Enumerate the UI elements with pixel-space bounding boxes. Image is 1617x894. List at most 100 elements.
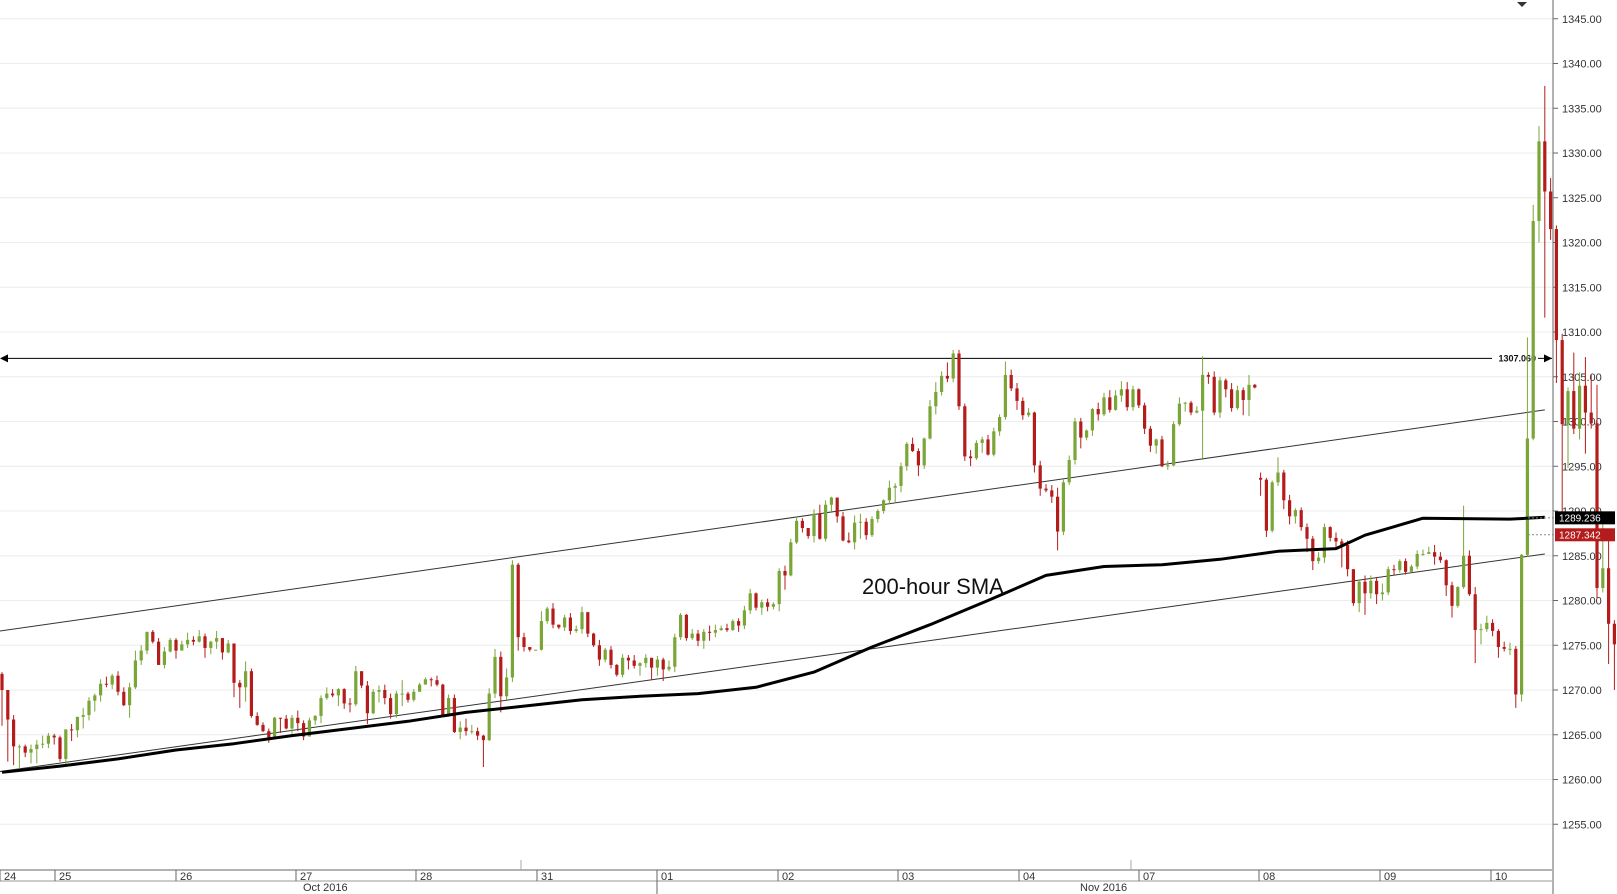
candle-up bbox=[824, 500, 828, 542]
candle-down bbox=[6, 690, 10, 762]
candle-body bbox=[916, 451, 920, 466]
candle-down bbox=[1560, 333, 1564, 515]
candle-down bbox=[331, 689, 335, 698]
candle-up bbox=[1067, 455, 1071, 486]
candle-body bbox=[406, 693, 410, 700]
candle-body bbox=[708, 631, 712, 633]
candle-up bbox=[1427, 546, 1431, 554]
candle-up bbox=[858, 513, 862, 539]
candle-up bbox=[273, 716, 277, 740]
candle-up bbox=[1357, 579, 1361, 613]
candle-up bbox=[180, 640, 184, 651]
candle-body bbox=[1096, 408, 1100, 415]
candle-body bbox=[412, 691, 416, 700]
candle-up bbox=[394, 690, 398, 718]
candle-up bbox=[1061, 479, 1065, 536]
candle-body bbox=[1508, 648, 1512, 650]
candle-body bbox=[841, 516, 845, 541]
candle-body bbox=[1612, 623, 1616, 645]
candle-body bbox=[1230, 389, 1234, 409]
x-tick-label: 08 bbox=[1263, 871, 1275, 883]
candle-down bbox=[626, 655, 630, 670]
candle-body bbox=[493, 656, 497, 694]
candle-body bbox=[418, 684, 422, 692]
candle-body bbox=[1467, 555, 1471, 595]
candle-down bbox=[499, 651, 503, 713]
candle-down bbox=[1554, 225, 1558, 384]
candle-down bbox=[835, 497, 839, 523]
candle-up bbox=[1119, 381, 1123, 402]
candle-up bbox=[128, 682, 132, 718]
candle-up bbox=[998, 414, 1002, 436]
candle-down bbox=[1148, 425, 1152, 452]
candle-down bbox=[1473, 587, 1477, 664]
candle-body bbox=[1253, 384, 1257, 388]
candle-down bbox=[1612, 620, 1616, 690]
candle-body bbox=[0, 673, 4, 690]
y-tick-label: 1320.00 bbox=[1562, 238, 1602, 250]
candle-body bbox=[122, 691, 126, 706]
candle-up bbox=[1369, 575, 1373, 599]
candle-body bbox=[760, 602, 764, 608]
candle-body bbox=[1201, 374, 1205, 411]
chevron-down-icon[interactable] bbox=[1517, 2, 1527, 7]
candle-body bbox=[435, 680, 439, 685]
candle-up bbox=[713, 624, 717, 638]
candle-body bbox=[186, 639, 190, 645]
candle-up bbox=[377, 685, 381, 703]
candle-body bbox=[429, 679, 433, 681]
candle-body bbox=[6, 690, 10, 720]
candle-up bbox=[1520, 553, 1524, 702]
candle-down bbox=[1438, 552, 1442, 563]
candle-body bbox=[394, 693, 398, 715]
candle-down bbox=[383, 684, 387, 705]
candle-down bbox=[557, 624, 561, 630]
candle-body bbox=[789, 542, 793, 576]
candle-down bbox=[963, 403, 967, 461]
candle-body bbox=[17, 746, 21, 748]
candle-body bbox=[1148, 428, 1152, 446]
candle-up bbox=[64, 729, 68, 766]
candle-up bbox=[812, 509, 816, 543]
candle-down bbox=[151, 630, 155, 644]
candle-down bbox=[725, 623, 729, 632]
candle-body bbox=[12, 719, 16, 747]
candle-body bbox=[52, 735, 56, 738]
candle-up bbox=[1531, 204, 1535, 441]
candle-up bbox=[75, 716, 79, 738]
candle-body bbox=[1247, 384, 1251, 401]
candle-down bbox=[911, 437, 915, 452]
candle-body bbox=[99, 683, 103, 696]
candle-down bbox=[238, 680, 242, 708]
y-tick-label: 1305.00 bbox=[1562, 372, 1602, 384]
candle-body bbox=[1363, 581, 1367, 594]
candle-down bbox=[302, 720, 306, 741]
candle-body bbox=[847, 540, 851, 543]
candle-up bbox=[1508, 642, 1512, 656]
candle-body bbox=[481, 735, 485, 741]
candle-down bbox=[1143, 402, 1147, 435]
candle-body bbox=[325, 693, 329, 699]
y-tick-label: 1325.00 bbox=[1562, 193, 1602, 205]
candle-body bbox=[261, 724, 265, 732]
candle-down bbox=[1496, 629, 1500, 658]
candle-body bbox=[835, 497, 839, 517]
candle-up bbox=[545, 606, 549, 624]
candle-body bbox=[470, 731, 474, 733]
candle-up bbox=[1525, 337, 1529, 557]
candle-body bbox=[70, 729, 74, 731]
candle-down bbox=[1351, 569, 1355, 606]
candle-down bbox=[1206, 372, 1210, 384]
candle-down bbox=[52, 733, 56, 745]
candle-body bbox=[197, 636, 201, 642]
candle-body bbox=[1496, 630, 1500, 648]
candle-down bbox=[365, 681, 369, 725]
candle-up bbox=[1270, 480, 1274, 533]
candle-body bbox=[864, 521, 868, 536]
candle-body bbox=[400, 693, 404, 695]
candle-down bbox=[609, 646, 613, 669]
candle-down bbox=[1050, 485, 1054, 503]
candle-up bbox=[1195, 406, 1199, 414]
candle-body bbox=[1369, 580, 1373, 594]
candle-body bbox=[1143, 405, 1147, 429]
